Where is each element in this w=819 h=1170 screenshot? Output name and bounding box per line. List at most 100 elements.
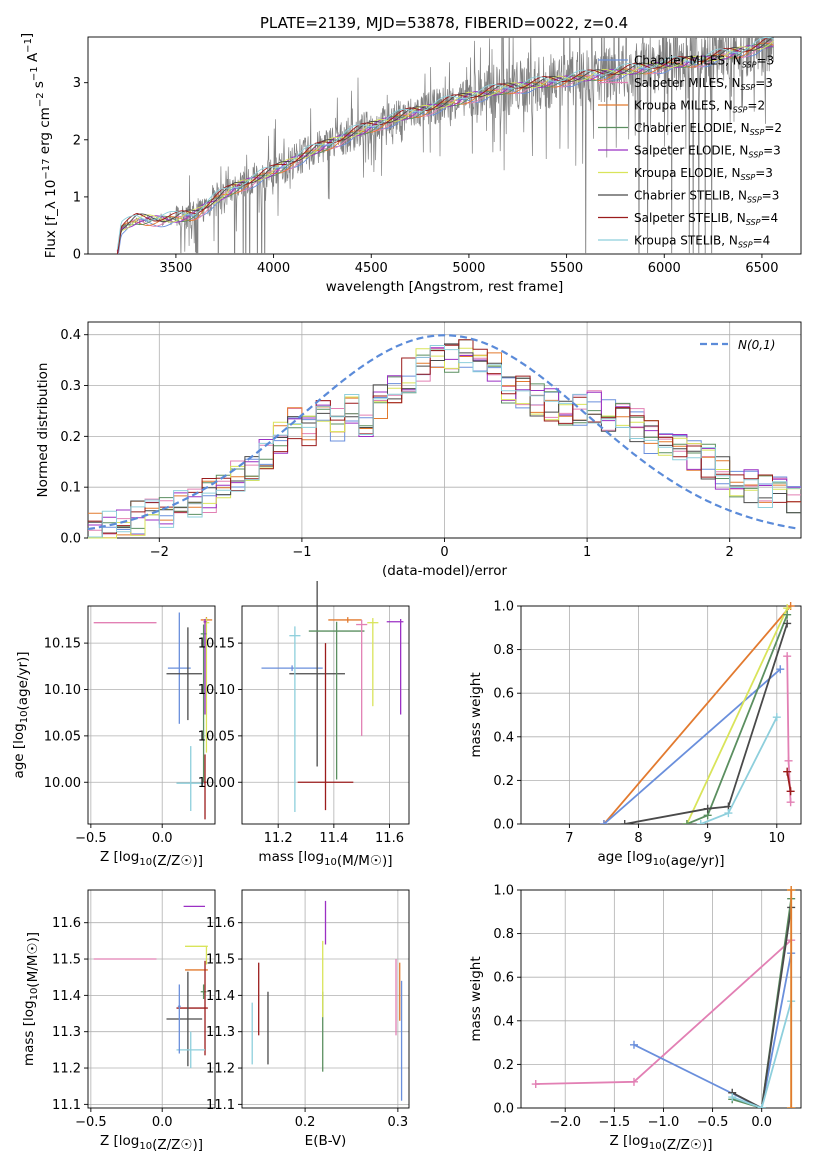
legend-count: 4	[763, 234, 771, 248]
error-bar-point	[289, 580, 345, 767]
legend-label: Salpeter STELIB, NSSP=4	[634, 211, 778, 227]
legend-nssp: , N	[716, 99, 733, 113]
legend-label: Kroupa MILES, NSSP=2	[634, 99, 765, 115]
y-tick-label: 11.4	[206, 989, 235, 1004]
plot-frame-mass-weight-vs-Z	[520, 889, 802, 1109]
error-bar-point	[167, 612, 191, 724]
legend-nssp: , N	[724, 166, 741, 180]
y-tick-label: 0.0	[493, 1102, 514, 1117]
label-part: 10	[19, 711, 30, 724]
series-marker	[787, 886, 796, 894]
series-marker	[703, 804, 712, 813]
legend-eq: =	[764, 121, 774, 135]
y-axis-label: Flux [f_λ 10−17 erg cm−2 s−1 A−1]	[19, 33, 59, 258]
legend-sub: SSP	[748, 151, 763, 160]
legend-nssp: , N	[724, 76, 741, 90]
axes-mass-vs-Z: −0.5 0.0 11.1 11.2 11.3 11.4 11.5 11.6	[52, 890, 215, 1130]
label-part: Flux [f_λ 10	[43, 180, 59, 259]
label-part: (Z/Z☉)]	[152, 1137, 203, 1153]
label-part: (age/yr)]	[15, 651, 31, 710]
label-part: (Z/Z☉)]	[152, 853, 203, 869]
points-age-vs-mass	[261, 580, 404, 812]
label-part: ]	[19, 33, 35, 38]
legend-label: Salpeter MILES, NSSP=3	[634, 76, 773, 92]
y-tick-label: 0.8	[493, 927, 514, 942]
error-bar-point	[185, 945, 208, 965]
plot-frame-age-vs-Z	[87, 605, 216, 825]
plot-frame-mass-weight-vs-age	[520, 605, 802, 825]
label-part: −1	[23, 38, 34, 53]
histogram-kroupa-elodie	[88, 347, 801, 539]
x-tick-label: 10	[769, 831, 786, 846]
legend-sub: SSP	[742, 61, 757, 70]
label-part: A	[25, 52, 41, 66]
x-tick-label: 11.6	[375, 831, 404, 846]
x-tick-label: −2.0	[549, 1115, 581, 1130]
y-tick-label: 0	[73, 248, 81, 263]
legend-count: 2	[757, 99, 765, 113]
series-marker	[629, 1040, 638, 1049]
x-tick-label: 0.0	[152, 831, 173, 846]
legend-count: 3	[773, 144, 781, 158]
y-tick-label: 11.2	[52, 1062, 81, 1077]
label-part: mass [	[21, 1021, 37, 1066]
error-bar-point	[166, 971, 203, 1067]
label-part: E(B-V)	[305, 1133, 347, 1149]
plot-frame-spectrum	[87, 36, 802, 255]
y-tick-label: 1.0	[493, 884, 514, 899]
error-bar-point	[328, 617, 362, 623]
points-age-vs-Z	[93, 612, 213, 820]
y-tick-label: 10.15	[44, 637, 81, 652]
legend-sub: SSP	[738, 241, 753, 250]
legend-label: Kroupa ELODIE, NSSP=3	[634, 166, 773, 182]
model-line	[116, 41, 774, 254]
label-part: mass [	[258, 849, 303, 865]
label-part: 10	[139, 857, 152, 868]
series-marker	[783, 652, 792, 661]
y-axis-label: mass weight	[468, 672, 484, 757]
label-part: (age/yr)]	[666, 853, 725, 869]
legend-name: Chabrier STELIB	[634, 189, 730, 203]
label-part: log	[21, 1000, 37, 1021]
legend-count: 2	[774, 121, 782, 135]
legend-name: Chabrier ELODIE	[634, 121, 733, 135]
y-tick-label: 0.2	[493, 1058, 514, 1073]
axes-age-vs-mass: 11.2 11.4 11.6 10.00 10.05 10.10 10.15	[198, 606, 409, 846]
lines-mass-weight-vs-age	[599, 602, 795, 824]
series-marker	[724, 809, 733, 818]
histograms: N(0,1)	[87, 334, 801, 539]
x-tick-label: −1.5	[599, 1115, 631, 1130]
x-tick-label: 8	[634, 831, 642, 846]
legend-eq: =	[755, 76, 765, 90]
series-marker	[784, 756, 793, 765]
x-tick-label: 3500	[159, 261, 192, 276]
series-marker	[783, 767, 792, 776]
normal-legend-label: N(0,1)	[738, 338, 775, 352]
series-marker	[757, 1104, 766, 1108]
legend-nssp: , N	[732, 144, 749, 158]
y-tick-label: 1	[73, 190, 81, 205]
y-tick-label: 11.3	[52, 1025, 81, 1040]
x-tick-label: 1	[583, 545, 591, 560]
x-tick-label: 11.4	[319, 831, 348, 846]
series-marker	[786, 798, 795, 807]
legend-eq: =	[760, 211, 770, 225]
legend-eq: =	[762, 189, 772, 203]
label-part: log	[119, 849, 140, 865]
series-marker	[728, 1093, 737, 1102]
spectrum-lines	[116, 37, 774, 254]
x-tick-label: 5500	[550, 261, 583, 276]
x-tick-label: 0.2	[295, 1115, 316, 1130]
series-marker	[620, 820, 629, 824]
y-tick-label: 0.1	[60, 481, 81, 496]
series-line	[686, 607, 789, 824]
series-marker	[783, 610, 792, 619]
y-tick-label: 1.0	[493, 600, 514, 615]
y-tick-label: 10.00	[198, 776, 235, 791]
x-tick-label: 7	[565, 831, 573, 846]
error-bar-point	[176, 960, 208, 1056]
y-tick-label: 0.6	[493, 687, 514, 702]
y-tick-label: 0.8	[493, 643, 514, 658]
x-tick-label: −2	[150, 545, 169, 560]
